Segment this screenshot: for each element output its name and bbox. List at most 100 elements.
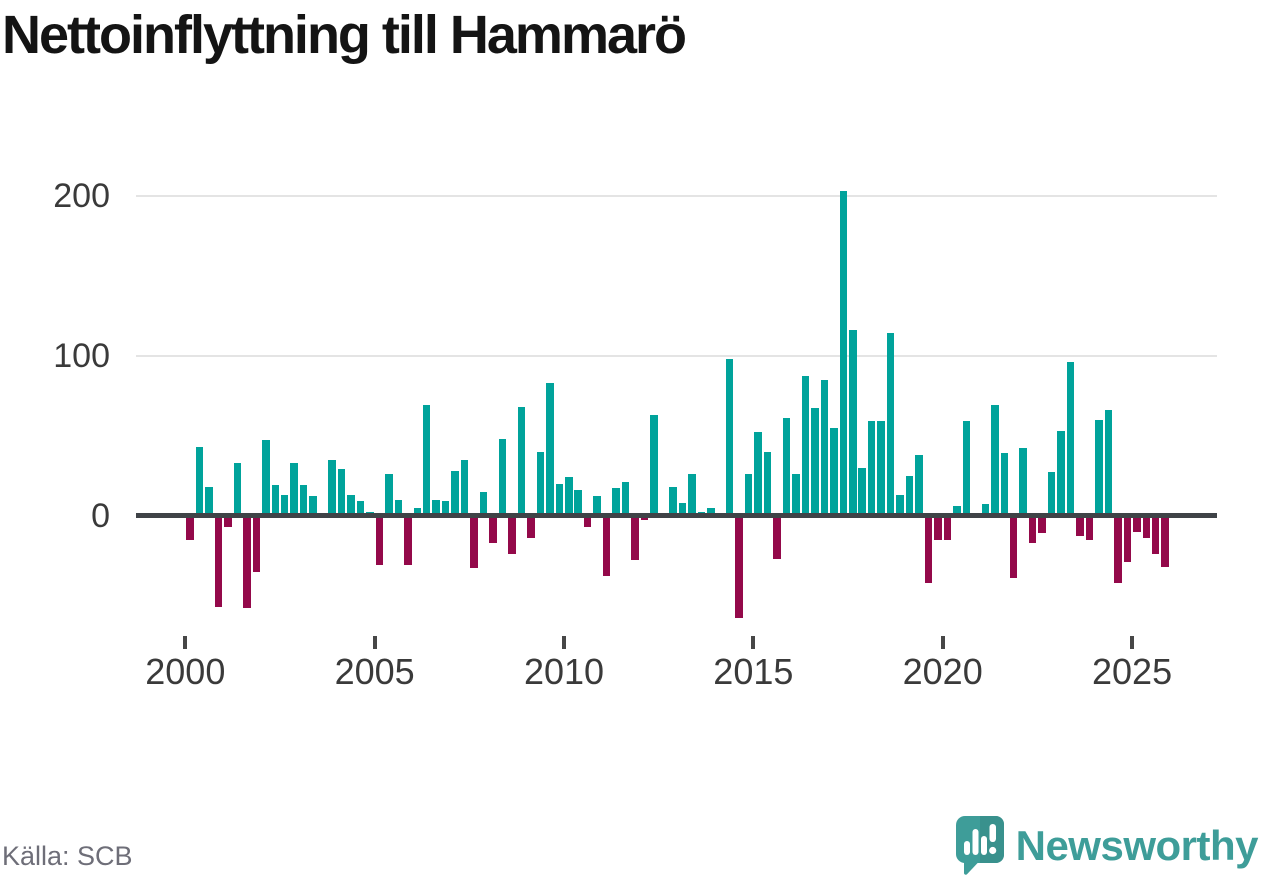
y-axis-label-200: 200 (53, 176, 110, 215)
x-axis-tick-2015 (751, 636, 756, 649)
bar (1133, 515, 1141, 532)
bar (252, 515, 261, 572)
bar (631, 515, 639, 561)
bar (849, 329, 857, 516)
bar (621, 481, 630, 516)
bar (385, 473, 393, 516)
newsworthy-speech-bubble-chart-icon (953, 814, 1007, 877)
bar (1161, 515, 1169, 567)
bar (915, 454, 923, 516)
source-note: Källa: SCB (2, 841, 133, 871)
bar (441, 501, 450, 516)
bar (517, 406, 526, 516)
bar (953, 505, 961, 516)
bar (886, 333, 895, 516)
x-axis-tick-2020 (940, 636, 945, 649)
bar (422, 405, 431, 516)
bar (299, 485, 308, 516)
bar (214, 515, 223, 607)
bar (527, 515, 535, 538)
bar (498, 438, 507, 516)
bar (280, 494, 289, 516)
bar (981, 504, 990, 516)
bar (593, 496, 601, 516)
bar (905, 475, 914, 516)
bar (773, 515, 781, 559)
bar (962, 421, 971, 516)
bar (337, 469, 346, 516)
bar (479, 491, 488, 516)
bar (394, 499, 403, 516)
bar (1142, 515, 1151, 538)
bar (1085, 515, 1094, 540)
bar (356, 501, 365, 516)
x-axis-label-2025: 2025 (1092, 651, 1173, 692)
x-axis-label-2020: 2020 (902, 651, 983, 692)
y-axis-label-100: 100 (53, 336, 110, 375)
bar (413, 507, 422, 516)
zero-axis-line (136, 513, 1217, 518)
bar (224, 515, 232, 527)
bar (820, 379, 829, 516)
bar (1104, 409, 1113, 516)
brand-logo: Newsworthy (953, 814, 1259, 877)
bar (375, 515, 384, 566)
bar (735, 515, 743, 618)
bar (243, 515, 251, 609)
bar (744, 473, 753, 516)
bar (811, 408, 819, 516)
x-axis-tick-2000 (183, 636, 188, 649)
bar (404, 515, 412, 566)
bar (1123, 515, 1132, 562)
bar (725, 358, 734, 516)
y-axis-label-0: 0 (91, 496, 110, 535)
bar (669, 486, 677, 516)
bar (678, 502, 687, 516)
bar (688, 473, 696, 516)
bar (1028, 515, 1037, 543)
bar (186, 515, 194, 540)
bar (801, 376, 810, 516)
bar (934, 515, 942, 540)
bar (1038, 515, 1046, 534)
bar (707, 507, 715, 516)
bar (470, 515, 478, 569)
x-axis-tick-2025 (1130, 636, 1135, 649)
bar (830, 427, 838, 516)
x-axis-tick-2010 (562, 636, 566, 649)
bar (489, 515, 497, 543)
bar (328, 459, 336, 516)
bar (602, 515, 611, 577)
bar (858, 467, 866, 516)
bar (574, 489, 582, 516)
bar (1047, 472, 1056, 516)
bar (1000, 453, 1008, 516)
bar (451, 470, 459, 516)
bar (650, 414, 658, 516)
bar (271, 485, 279, 516)
chart-title: Nettoinflyttning till Hammarö (2, 5, 687, 65)
bar (1114, 515, 1122, 583)
x-axis-label-2000: 2000 (145, 651, 226, 692)
bar (763, 451, 772, 516)
bar (839, 190, 848, 516)
bar (290, 462, 298, 516)
bar (943, 515, 952, 540)
bar (1009, 515, 1018, 578)
bar (1019, 448, 1027, 516)
x-axis-label-2005: 2005 (334, 651, 415, 692)
bar (612, 488, 620, 516)
x-axis-label-2015: 2015 (713, 651, 794, 692)
bar (1095, 419, 1103, 516)
bar (195, 446, 204, 516)
brand-name: Newsworthy (1015, 821, 1259, 869)
bar (583, 515, 592, 527)
bar (1076, 515, 1084, 537)
bar (555, 483, 564, 516)
bar (508, 515, 516, 554)
bar (432, 499, 440, 516)
bar (460, 459, 469, 516)
bar (309, 496, 317, 516)
